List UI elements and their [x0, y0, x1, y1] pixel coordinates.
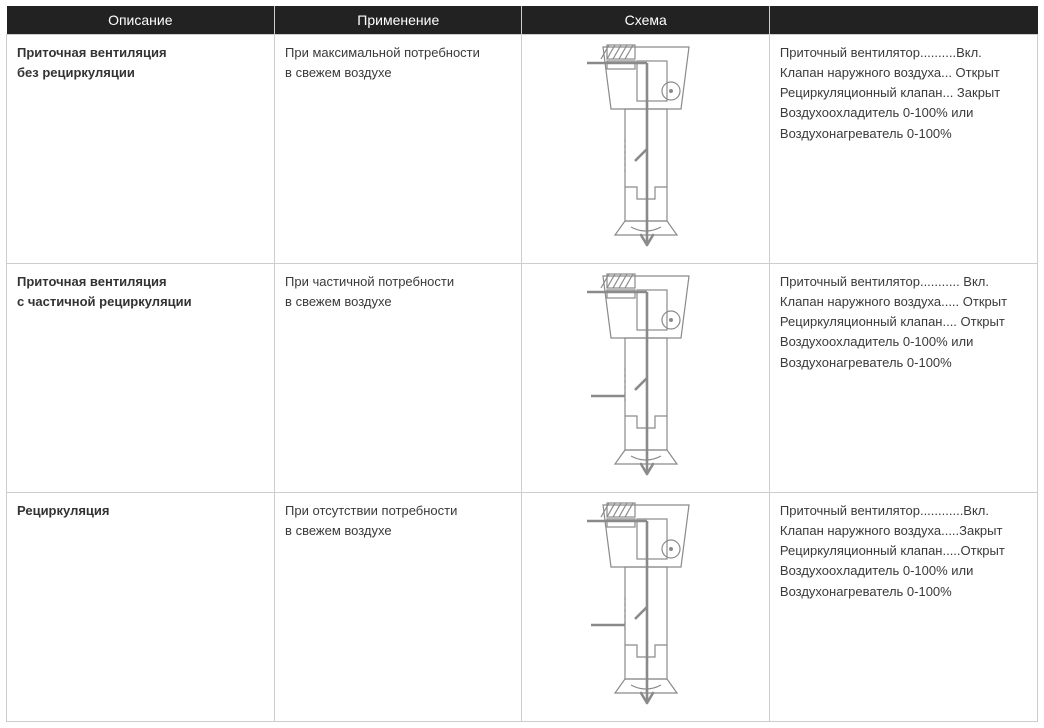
- text: Воздухонагреватель 0-100%: [780, 126, 952, 141]
- cell-status: Приточный вентилятор........... Вкл. Кла…: [769, 264, 1037, 493]
- text: При частичной потребности: [285, 274, 454, 289]
- col-header-application: Применение: [275, 6, 522, 35]
- text: Приточная вентиляция: [17, 45, 167, 60]
- text: Воздухонагреватель 0-100%: [780, 584, 952, 599]
- text: Приточный вентилятор........... Вкл.: [780, 274, 989, 289]
- ventilation-scheme-icon: [561, 39, 731, 259]
- cell-description: Рециркуляция: [7, 493, 275, 722]
- text: Приточный вентилятор............Вкл.: [780, 503, 989, 518]
- table-row: Приточная вентиляция без рециркуляции Пр…: [7, 35, 1038, 264]
- ventilation-modes-table: Описание Применение Схема Приточная вент…: [6, 6, 1038, 722]
- text: без рециркуляции: [17, 65, 135, 80]
- table-row: Рециркуляция При отсутствии потребности …: [7, 493, 1038, 722]
- cell-status: Приточный вентилятор............Вкл. Кла…: [769, 493, 1037, 722]
- table-row: Приточная вентиляция с частичной рецирку…: [7, 264, 1038, 493]
- ventilation-scheme-icon: [561, 497, 731, 717]
- text: в свежем воздухе: [285, 65, 392, 80]
- text: Воздухоохладитель 0-100% или: [780, 334, 973, 349]
- text: Воздухонагреватель 0-100%: [780, 355, 952, 370]
- text: в свежем воздухе: [285, 294, 392, 309]
- text: Приточный вентилятор..........Вкл.: [780, 45, 982, 60]
- cell-application: При частичной потребности в свежем возду…: [275, 264, 522, 493]
- text: Воздухоохладитель 0-100% или: [780, 563, 973, 578]
- col-header-scheme: Схема: [522, 6, 769, 35]
- col-header-status: [769, 6, 1037, 35]
- cell-scheme: [522, 493, 769, 722]
- text: Воздухоохладитель 0-100% или: [780, 105, 973, 120]
- col-header-description: Описание: [7, 6, 275, 35]
- text: в свежем воздухе: [285, 523, 392, 538]
- text: Рециркуляционный клапан.....Открыт: [780, 543, 1005, 558]
- table-header-row: Описание Применение Схема: [7, 6, 1038, 35]
- cell-application: При отсутствии потребности в свежем возд…: [275, 493, 522, 722]
- text: Рециркуляционный клапан.... Открыт: [780, 314, 1005, 329]
- cell-description: Приточная вентиляция без рециркуляции: [7, 35, 275, 264]
- text: Клапан наружного воздуха..... Открыт: [780, 294, 1007, 309]
- text: При максимальной потребности: [285, 45, 480, 60]
- text: Рециркуляционный клапан... Закрыт: [780, 85, 1000, 100]
- cell-scheme: [522, 264, 769, 493]
- ventilation-scheme-icon: [561, 268, 731, 488]
- text: Клапан наружного воздуха.....Закрыт: [780, 523, 1003, 538]
- cell-application: При максимальной потребности в свежем во…: [275, 35, 522, 264]
- cell-scheme: [522, 35, 769, 264]
- cell-description: Приточная вентиляция с частичной рецирку…: [7, 264, 275, 493]
- text: Рециркуляция: [17, 503, 109, 518]
- text: Приточная вентиляция: [17, 274, 167, 289]
- text: Клапан наружного воздуха... Открыт: [780, 65, 1000, 80]
- text: При отсутствии потребности: [285, 503, 457, 518]
- text: с частичной рециркуляции: [17, 294, 192, 309]
- cell-status: Приточный вентилятор..........Вкл. Клапа…: [769, 35, 1037, 264]
